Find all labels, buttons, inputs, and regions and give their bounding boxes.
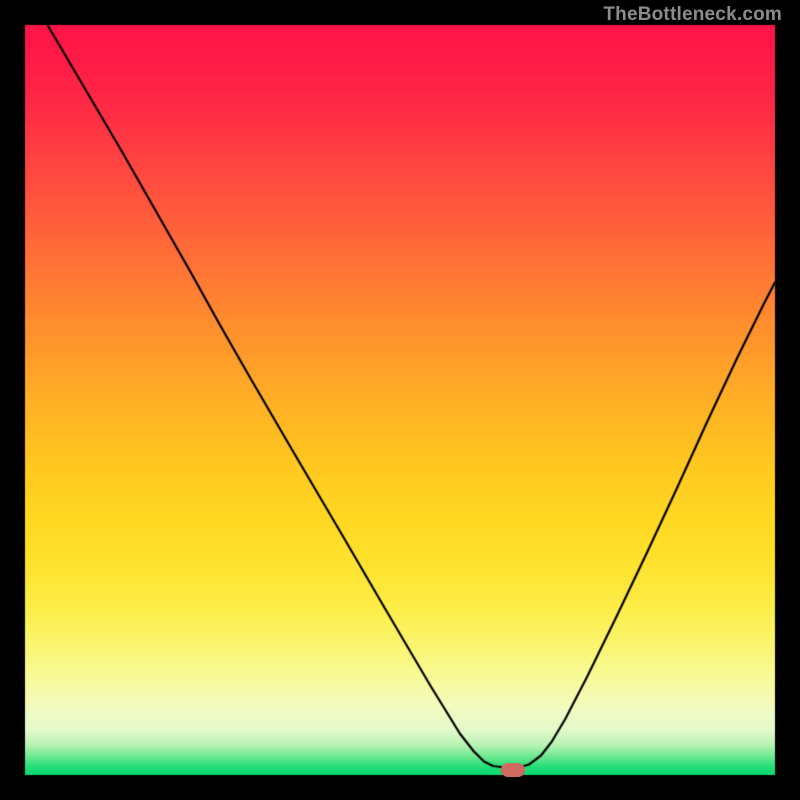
- watermark-text: TheBottleneck.com: [603, 4, 782, 26]
- chart-container: TheBottleneck.com: [0, 0, 800, 800]
- bottleneck-curve: [0, 0, 800, 800]
- optimal-point-marker: [501, 763, 525, 777]
